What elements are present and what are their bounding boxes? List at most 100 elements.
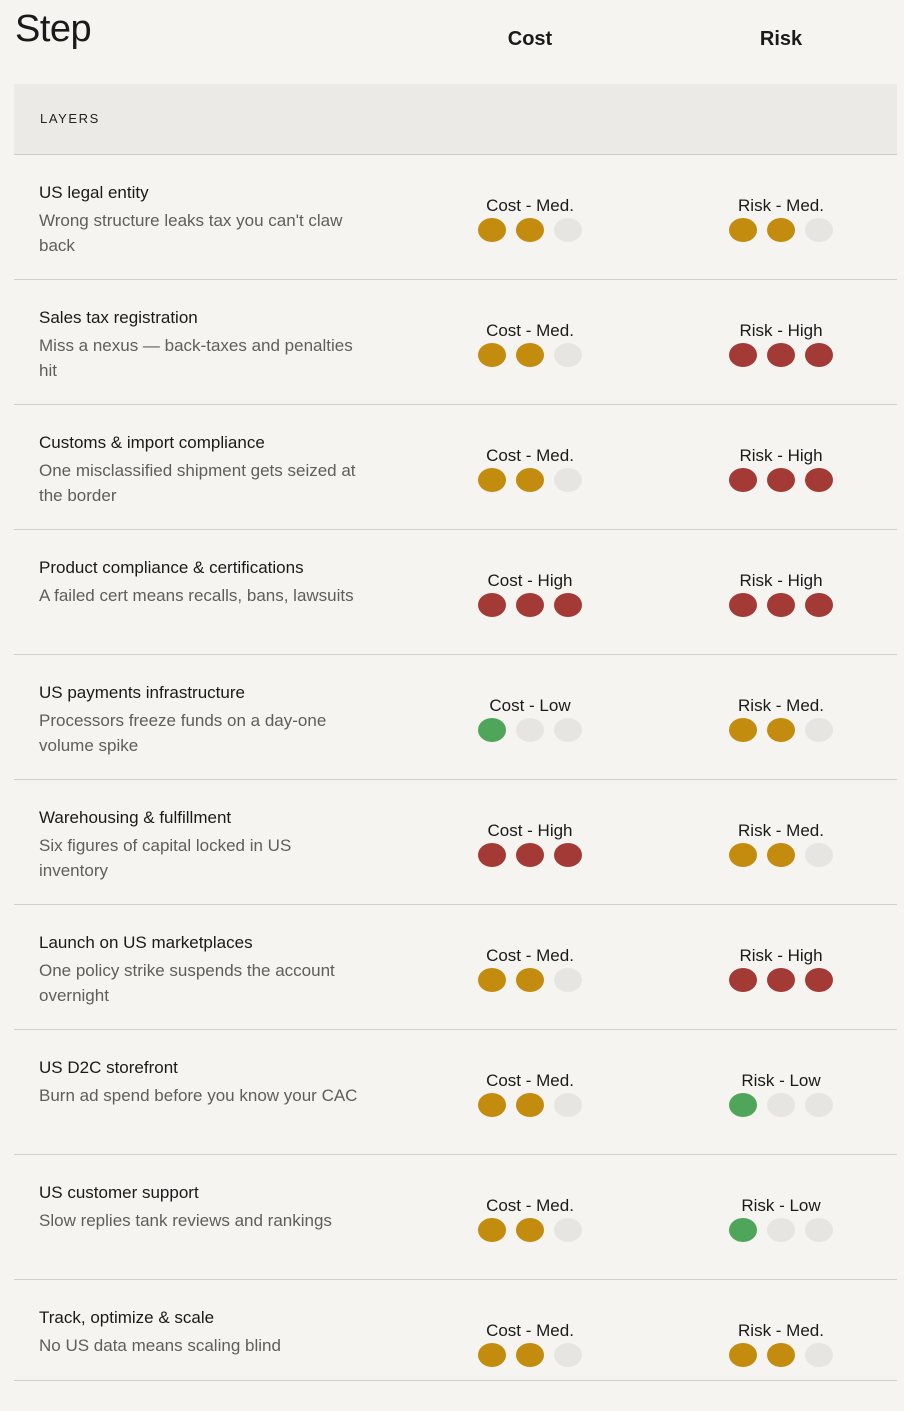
rating-dot-empty	[554, 718, 582, 742]
table-row: US legal entity Wrong structure leaks tax…	[14, 155, 897, 280]
row-title: Track, optimize & scale	[39, 1308, 215, 1327]
rating-dot-filled	[729, 593, 757, 617]
rating-dot-filled	[478, 468, 506, 492]
table-row: Launch on US marketplaces One policy stri…	[14, 905, 897, 1030]
row-description: A failed cert means recalls, bans, lawsu…	[39, 586, 354, 605]
risk-rating: Risk - High	[681, 320, 881, 371]
risk-rating-label: Risk - High	[739, 571, 823, 590]
risk-rating-label: Risk - High	[739, 446, 823, 465]
risk-rating-dots	[681, 468, 881, 496]
cost-rating: Cost - High	[430, 570, 630, 621]
table-row: Track, optimize & scale No US data means …	[14, 1280, 897, 1381]
rating-dot-filled	[478, 218, 506, 242]
cost-rating-label: Cost - Low	[489, 696, 571, 715]
rating-dot-filled	[554, 843, 582, 867]
rating-dot-filled	[729, 968, 757, 992]
section-label: LAYERS	[40, 111, 100, 126]
risk-rating-dots	[681, 343, 881, 371]
table-header: Step Cost Risk	[0, 0, 904, 84]
cost-rating: Cost - Med.	[430, 320, 630, 371]
risk-rating: Risk - Med.	[681, 820, 881, 871]
rating-dot-filled	[729, 468, 757, 492]
row-title: US legal entity	[39, 183, 149, 202]
rating-dot-filled	[478, 343, 506, 367]
rating-dot-filled	[767, 843, 795, 867]
rating-dot-filled	[767, 218, 795, 242]
rating-dot-empty	[767, 1093, 795, 1117]
row-title: US payments infrastructure	[39, 683, 245, 702]
cost-rating: Cost - Low	[430, 695, 630, 746]
risk-rating: Risk - Low	[681, 1070, 881, 1121]
row-title: Sales tax registration	[39, 308, 198, 327]
cost-rating-label: Cost - High	[487, 571, 573, 590]
rating-dot-filled	[478, 1218, 506, 1242]
risk-rating-label: Risk - Med.	[738, 821, 824, 840]
rating-dot-empty	[805, 843, 833, 867]
rating-dot-empty	[554, 1093, 582, 1117]
row-title: Launch on US marketplaces	[39, 933, 253, 952]
rating-dot-filled	[554, 593, 582, 617]
cost-rating: Cost - High	[430, 820, 630, 871]
rating-dot-empty	[554, 218, 582, 242]
rating-dot-filled	[729, 1218, 757, 1242]
rating-dot-filled	[805, 468, 833, 492]
cost-rating-label: Cost - Med.	[486, 321, 574, 340]
rating-dot-filled	[729, 218, 757, 242]
risk-rating: Risk - Med.	[681, 695, 881, 746]
rating-dot-filled	[805, 343, 833, 367]
risk-rating-dots	[681, 1343, 881, 1371]
rating-dot-empty	[805, 1093, 833, 1117]
cost-rating-dots	[430, 1218, 630, 1246]
risk-rating: Risk - Med.	[681, 1320, 881, 1371]
rating-dot-filled	[516, 468, 544, 492]
layers-list: US legal entity Wrong structure leaks tax…	[14, 155, 897, 1381]
rating-dot-filled	[516, 218, 544, 242]
table-row: Sales tax registration Miss a nexus — bac…	[14, 280, 897, 405]
cost-rating: Cost - Med.	[430, 1320, 630, 1371]
cost-rating-dots	[430, 1093, 630, 1121]
cost-rating: Cost - Med.	[430, 195, 630, 246]
cost-rating-label: Cost - Med.	[486, 446, 574, 465]
row-description: Wrong structure leaks tax you can't claw…	[39, 211, 343, 255]
cost-rating: Cost - Med.	[430, 1070, 630, 1121]
table-row: US payments infrastructure Processors fre…	[14, 655, 897, 780]
rating-dot-filled	[767, 1343, 795, 1367]
row-description: Burn ad spend before you know your CAC	[39, 1086, 358, 1105]
rating-dot-empty	[554, 343, 582, 367]
row-title: Warehousing & fulfillment	[39, 808, 232, 827]
risk-rating: Risk - Med.	[681, 195, 881, 246]
cost-rating-label: Cost - Med.	[486, 196, 574, 215]
risk-rating-dots	[681, 593, 881, 621]
row-description: No US data means scaling blind	[39, 1336, 281, 1355]
risk-rating-dots	[681, 718, 881, 746]
risk-rating-label: Risk - Low	[741, 1196, 821, 1215]
rating-dot-filled	[767, 718, 795, 742]
cost-rating-label: Cost - High	[487, 821, 573, 840]
rating-dot-empty	[554, 968, 582, 992]
rating-dot-filled	[478, 968, 506, 992]
risk-rating-dots	[681, 968, 881, 996]
cost-rating-dots	[430, 593, 630, 621]
cost-rating-label: Cost - Med.	[486, 946, 574, 965]
rating-dot-filled	[767, 968, 795, 992]
row-title: Product compliance & certifications	[39, 558, 304, 577]
cost-rating-dots	[430, 968, 630, 996]
row-title: US D2C storefront	[39, 1058, 178, 1077]
cost-rating-dots	[430, 218, 630, 246]
rating-dot-empty	[805, 1218, 833, 1242]
rating-dot-empty	[554, 1343, 582, 1367]
cost-rating-dots	[430, 343, 630, 371]
rating-dot-empty	[767, 1218, 795, 1242]
risk-rating-label: Risk - High	[739, 321, 823, 340]
rating-dot-empty	[554, 468, 582, 492]
row-description: Miss a nexus — back-taxes and penalties …	[39, 336, 353, 380]
rating-dot-empty	[805, 718, 833, 742]
rating-dot-filled	[516, 1218, 544, 1242]
risk-rating: Risk - High	[681, 945, 881, 996]
cost-rating-label: Cost - Med.	[486, 1321, 574, 1340]
cost-rating-label: Cost - Med.	[486, 1196, 574, 1215]
rating-dot-filled	[516, 593, 544, 617]
rating-dot-filled	[478, 718, 506, 742]
rating-dot-filled	[478, 1093, 506, 1117]
risk-rating: Risk - High	[681, 570, 881, 621]
